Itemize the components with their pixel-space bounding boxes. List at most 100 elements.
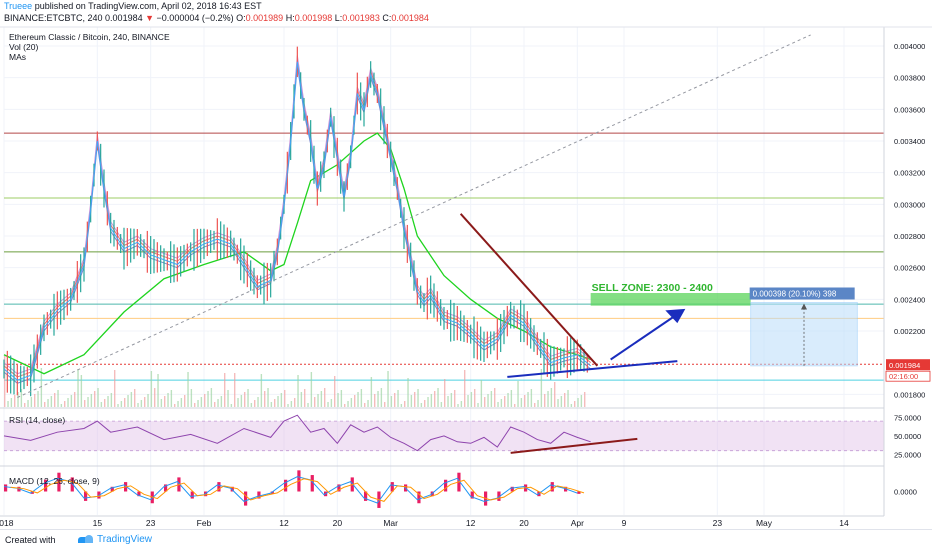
volume-bar bbox=[554, 382, 556, 407]
down-arrow-icon: ▼ bbox=[145, 13, 155, 23]
resistance-trend-line bbox=[459, 213, 599, 367]
volume-bar bbox=[240, 395, 243, 407]
support-trend-line bbox=[507, 360, 678, 378]
volume-bar bbox=[150, 371, 153, 407]
time-tick-label: 12 bbox=[279, 518, 289, 528]
time-tick-label: 23 bbox=[713, 518, 723, 528]
time-tick-label: Apr bbox=[571, 518, 584, 528]
volume-bar bbox=[220, 396, 223, 407]
volume-bar bbox=[420, 403, 423, 407]
time-tick-label: 20 bbox=[333, 518, 343, 528]
volume-bar bbox=[350, 398, 353, 407]
volume-bar bbox=[14, 395, 16, 407]
countdown-badge bbox=[885, 370, 931, 382]
volume-bar bbox=[227, 390, 229, 407]
created-with-label: Created with bbox=[5, 535, 56, 545]
volume-bar bbox=[187, 372, 189, 407]
time-tick-label: 20 bbox=[519, 518, 529, 528]
current-price-label: 0.001984 bbox=[889, 361, 920, 370]
volume-bar bbox=[284, 390, 286, 407]
volume-legend: Vol (20) bbox=[9, 42, 38, 52]
volume-bar bbox=[297, 375, 299, 407]
volume-bar bbox=[454, 390, 456, 407]
drawings-layer[interactable]: SELL ZONE: 2300 - 2400 0.000398 (20.10%) … bbox=[17, 34, 858, 398]
volume-bar bbox=[417, 389, 419, 407]
volume-bar bbox=[120, 401, 123, 407]
volume-bar bbox=[574, 401, 576, 407]
volume-bar bbox=[550, 388, 553, 407]
volume-bar bbox=[44, 402, 46, 407]
volume-bar bbox=[250, 403, 253, 407]
volume-bar bbox=[177, 401, 179, 407]
macd-histogram-bar bbox=[244, 491, 248, 506]
volume-bar bbox=[27, 400, 29, 407]
volume-bar bbox=[474, 389, 476, 407]
chart-legend-title: Ethereum Classic / Bitcoin, 240, BINANCE bbox=[9, 32, 170, 42]
volume-bar bbox=[530, 389, 533, 407]
rsi-line bbox=[3, 414, 591, 452]
volume-bar bbox=[457, 404, 459, 407]
volume-bar bbox=[197, 400, 199, 407]
publisher-name[interactable]: Trueee bbox=[4, 1, 33, 11]
macd-histogram-bar bbox=[270, 491, 274, 494]
macd-histogram-bar bbox=[217, 482, 221, 492]
volume-bar bbox=[17, 392, 19, 407]
volume-bar bbox=[304, 389, 306, 407]
volume-bar bbox=[274, 399, 276, 407]
volume-bar bbox=[237, 398, 239, 407]
ma-legend: MAs bbox=[9, 52, 26, 62]
volume-bar bbox=[394, 393, 396, 407]
volume-bar bbox=[580, 395, 583, 407]
volume-bar bbox=[100, 402, 103, 407]
volume-bar bbox=[207, 391, 209, 407]
volume-bar bbox=[140, 400, 143, 407]
volume-bar bbox=[447, 396, 449, 407]
last-price: 0.001984 bbox=[105, 13, 143, 23]
measure-label: 0.000398 (20.10%) 398 bbox=[753, 290, 837, 299]
volume-bar bbox=[484, 397, 486, 407]
chart-canvas[interactable]: SELL ZONE: 2300 - 2400 0.000398 (20.10%) … bbox=[0, 0, 932, 529]
volume-bar bbox=[527, 392, 529, 407]
volume-bar bbox=[440, 402, 443, 407]
volume-bar bbox=[287, 404, 289, 407]
low-value: 0.001983 bbox=[342, 13, 380, 23]
volume-bar bbox=[400, 404, 403, 407]
macd-pane bbox=[3, 470, 585, 508]
volume-bar bbox=[567, 390, 569, 407]
volume-bar bbox=[504, 396, 506, 407]
volume-bar bbox=[354, 395, 356, 407]
volume-bar bbox=[244, 392, 246, 407]
volume-bar bbox=[564, 393, 566, 407]
macd-histogram-bar bbox=[510, 486, 514, 492]
time-tick-label: 14 bbox=[839, 518, 849, 528]
tradingview-brand[interactable]: TradingView bbox=[78, 534, 152, 545]
volume-bar bbox=[110, 393, 113, 407]
macd-histogram-bar bbox=[577, 491, 581, 494]
volume-bar bbox=[97, 388, 99, 407]
axes-layer: 2018 15 23 Feb 12 20 Mar 12 20 Apr 9 23 May 14 0.00400… bbox=[0, 26, 932, 528]
volume-bar bbox=[277, 396, 279, 407]
volume-bar bbox=[7, 401, 9, 407]
macd-histogram-bar bbox=[4, 484, 8, 492]
volume-bar bbox=[90, 394, 93, 407]
footer-bar: Created with TradingView bbox=[0, 529, 932, 551]
volume-bar bbox=[534, 403, 536, 407]
volume-bar bbox=[547, 391, 549, 407]
volume-bar bbox=[50, 396, 53, 407]
volume-bar bbox=[560, 396, 563, 407]
price-tick-label: 0.004000 bbox=[894, 42, 925, 51]
price-tick-label: 0.001800 bbox=[894, 390, 925, 399]
volume-bar bbox=[124, 398, 126, 407]
macd-histogram-bar bbox=[284, 479, 288, 492]
volume-bar bbox=[570, 404, 573, 407]
volume-bar bbox=[404, 401, 406, 407]
measure-label-bg bbox=[749, 287, 855, 300]
volume-bar bbox=[430, 394, 433, 407]
volume-bar bbox=[514, 404, 516, 407]
volume-bar bbox=[384, 402, 386, 407]
volume-bar bbox=[117, 404, 119, 407]
volume-bar bbox=[70, 395, 73, 407]
macd-histogram-bar bbox=[257, 491, 261, 499]
projection-arrow-head bbox=[665, 308, 686, 324]
volume-bar bbox=[520, 398, 523, 407]
